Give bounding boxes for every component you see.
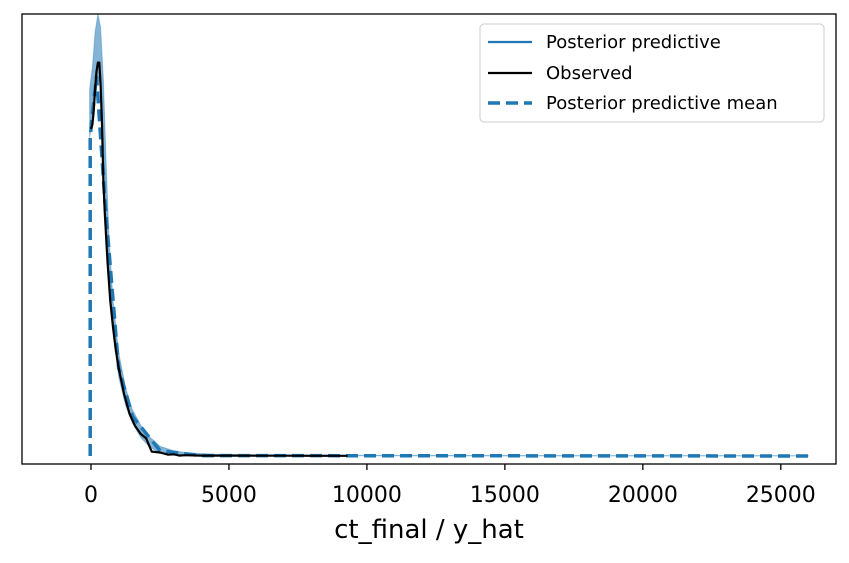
x-tick-label: 20000 xyxy=(608,483,678,508)
series-posterior-predictive-mean-line xyxy=(88,75,809,458)
axes-frame xyxy=(21,13,837,465)
legend-box xyxy=(479,23,825,123)
x-tick-label: 5000 xyxy=(201,483,257,508)
legend-label-observed: Observed xyxy=(546,63,633,84)
series-observed-line xyxy=(89,61,348,457)
legend: Posterior predictive Observed Posterior … xyxy=(479,23,825,123)
x-tick-label: 0 xyxy=(84,483,98,508)
legend-label-posterior-predictive-mean: Posterior predictive mean xyxy=(546,93,778,114)
data-layer xyxy=(88,13,809,458)
x-tick-label: 25000 xyxy=(746,483,816,508)
x-tick-label: 10000 xyxy=(332,483,402,508)
x-tick-label: 15000 xyxy=(470,483,540,508)
x-axis: 0 5000 10000 15000 20000 25000 xyxy=(84,464,816,508)
legend-label-posterior-predictive: Posterior predictive xyxy=(546,32,721,53)
x-axis-title: ct_final / y_hat xyxy=(334,515,524,545)
